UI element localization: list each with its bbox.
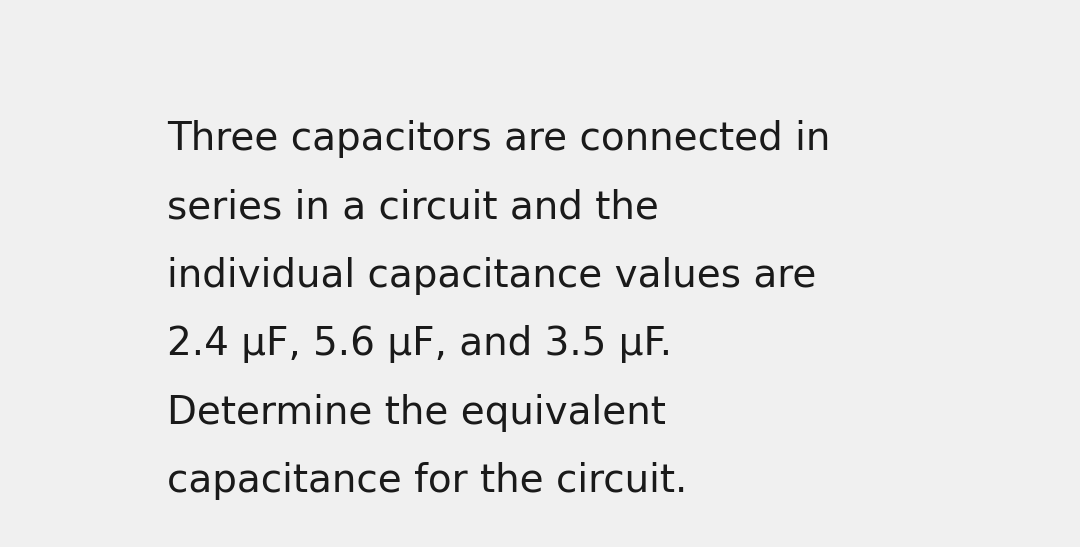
Text: Determine the equivalent: Determine the equivalent — [167, 394, 666, 432]
Text: Three capacitors are connected in: Three capacitors are connected in — [167, 120, 831, 158]
Text: 2.4 μF, 5.6 μF, and 3.5 μF.: 2.4 μF, 5.6 μF, and 3.5 μF. — [167, 325, 673, 363]
FancyBboxPatch shape — [43, 11, 1037, 536]
Text: series in a circuit and the: series in a circuit and the — [167, 189, 659, 226]
Text: individual capacitance values are: individual capacitance values are — [167, 257, 816, 295]
Text: capacitance for the circuit.: capacitance for the circuit. — [167, 462, 688, 500]
